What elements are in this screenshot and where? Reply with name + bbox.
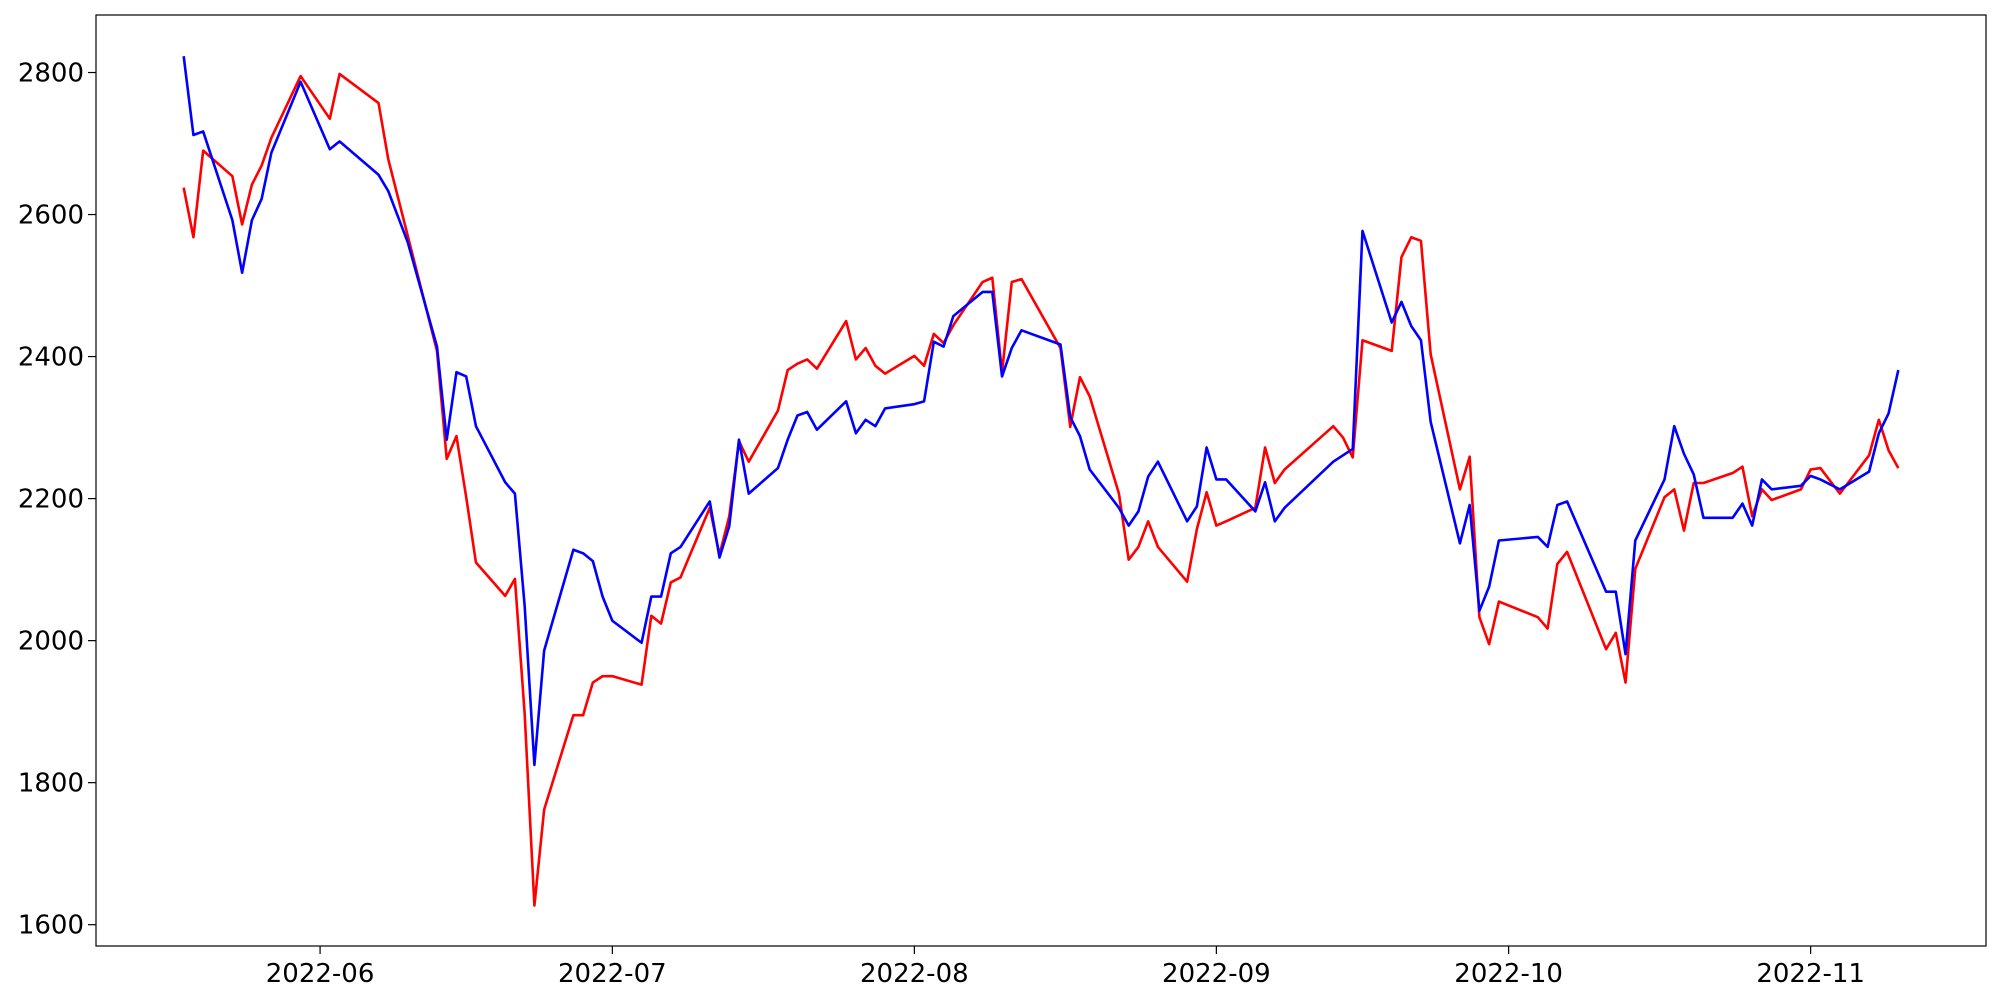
y-tick-label: 2600 (18, 201, 84, 231)
y-tick-label: 2200 (18, 485, 84, 515)
x-tick-label: 2022-10 (1454, 959, 1563, 989)
x-tick-label: 2022-09 (1162, 959, 1271, 989)
x-tick-label: 2022-08 (860, 959, 969, 989)
y-tick-label: 1600 (18, 911, 84, 941)
x-tick-label: 2022-11 (1756, 959, 1865, 989)
y-tick-label: 1800 (18, 769, 84, 799)
y-tick-label: 2400 (18, 343, 84, 373)
line-series (182, 72, 1900, 907)
x-tick-label: 2022-07 (558, 959, 667, 989)
y-tick-label: 2800 (18, 59, 84, 89)
plot-frame (95, 14, 1987, 947)
x-tick-label: 2022-06 (266, 959, 375, 989)
line-series (182, 56, 1900, 767)
y-tick-label: 2000 (18, 627, 84, 657)
